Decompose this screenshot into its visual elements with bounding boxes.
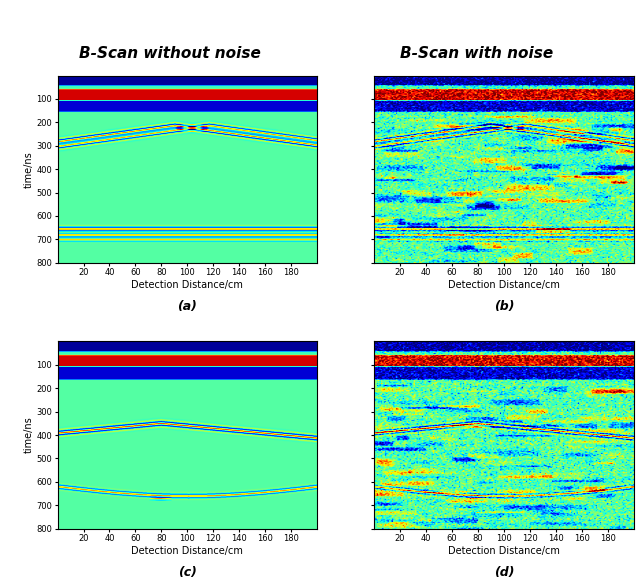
Text: (d): (d) — [493, 566, 514, 579]
Text: (b): (b) — [493, 300, 514, 313]
Text: B-Scan without noise: B-Scan without noise — [79, 46, 260, 61]
X-axis label: Detection Distance/cm: Detection Distance/cm — [448, 280, 560, 290]
Text: B-Scan with noise: B-Scan with noise — [400, 46, 554, 61]
X-axis label: Detection Distance/cm: Detection Distance/cm — [448, 546, 560, 556]
X-axis label: Detection Distance/cm: Detection Distance/cm — [131, 280, 243, 290]
X-axis label: Detection Distance/cm: Detection Distance/cm — [131, 546, 243, 556]
Text: (c): (c) — [178, 566, 196, 579]
Y-axis label: time/ns: time/ns — [24, 151, 33, 188]
Y-axis label: time/ns: time/ns — [24, 417, 33, 453]
Text: (a): (a) — [177, 300, 197, 313]
